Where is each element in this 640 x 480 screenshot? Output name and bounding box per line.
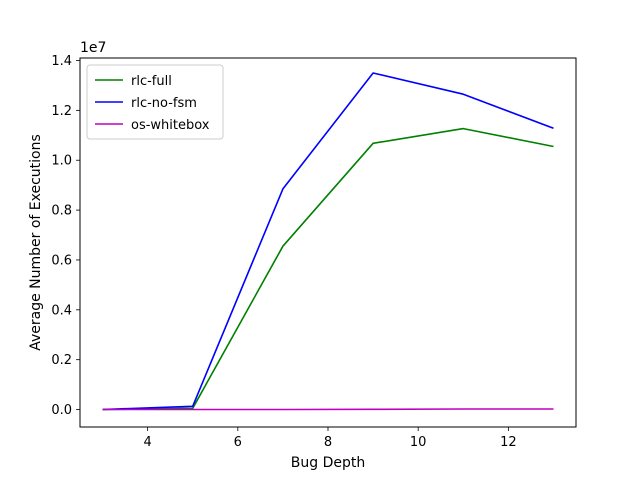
y-axis-scale-label: 1e7	[80, 40, 106, 56]
legend-box	[86, 64, 224, 140]
x-tick-label: 6	[234, 435, 242, 450]
y-tick-label: 0.0	[51, 403, 72, 418]
y-tick-label: 0.6	[51, 253, 72, 268]
legend-label: rlc-no-fsm	[131, 96, 197, 111]
x-tick-label: 12	[500, 435, 517, 450]
y-tick-label: 1.4	[51, 54, 72, 69]
y-tick-label: 0.8	[51, 204, 72, 219]
y-tick-label: 0.2	[51, 353, 72, 368]
series-layer	[102, 72, 554, 411]
x-axis-label: Bug Depth	[291, 455, 365, 471]
x-tick-label: 8	[324, 435, 332, 450]
x-tick-label: 10	[410, 435, 427, 450]
legend-label: os-whitebox	[131, 118, 210, 133]
y-tick-label: 1.2	[51, 104, 72, 119]
y-axis: 0.0 0.2 0.4 0.6 0.8 1.0 1.2 1.4	[51, 54, 80, 418]
legend: rlc-full rlc-no-fsm os-whitebox	[86, 64, 224, 140]
series-line-rlc-full	[102, 127, 554, 411]
y-tick-label: 1.0	[51, 154, 72, 169]
series-line-rlc-no-fsm	[102, 72, 554, 411]
x-tick-label: 4	[143, 435, 151, 450]
series-line-os-whitebox	[102, 408, 554, 411]
x-axis: 4 6 8 10 12	[143, 427, 517, 450]
y-axis-label: Average Number of Executions	[28, 134, 44, 351]
legend-label: rlc-full	[131, 74, 172, 89]
y-tick-label: 0.4	[51, 303, 72, 318]
